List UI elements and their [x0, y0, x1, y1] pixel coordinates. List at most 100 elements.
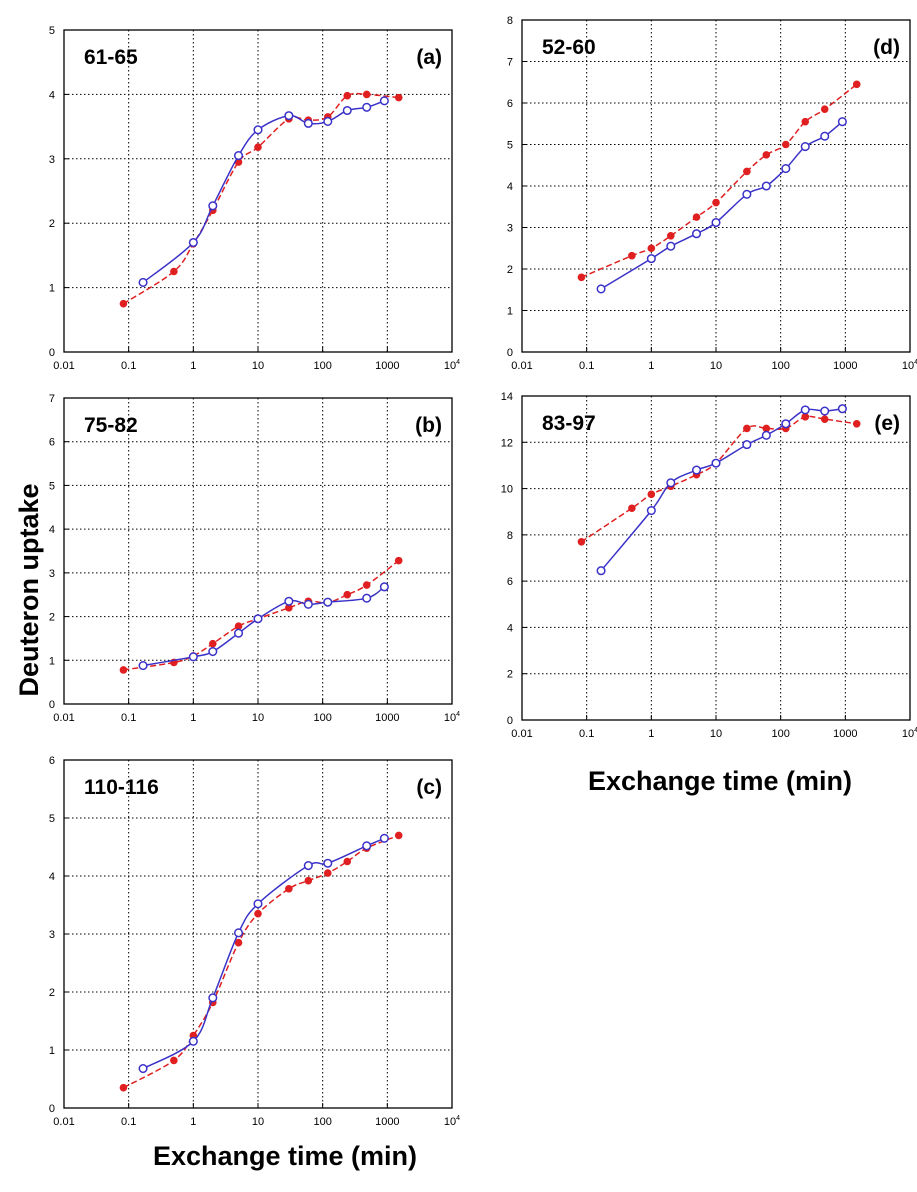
data-point-blue: [781, 419, 791, 429]
series-line-blue: [142, 100, 385, 283]
data-point-red: [170, 267, 178, 276]
plot-frame: [521, 19, 911, 353]
peptide-label: 83-97: [542, 412, 596, 435]
y-tick-label: 7: [49, 393, 55, 405]
x-tick-label: 100: [313, 1116, 331, 1128]
y-tick-label: 10: [501, 484, 513, 496]
data-point-red: [119, 1083, 128, 1092]
x-tick-label: 104: [902, 727, 917, 740]
peptide-label: 52-60: [542, 36, 596, 59]
panel-a: 0.01 0.1 1 10 100 1000 104 0 1 2 3 4 5 61-65 (a): [49, 25, 460, 372]
y-tick-label: 2: [507, 264, 513, 276]
data-point-red: [394, 831, 403, 840]
y-tick-label: 5: [507, 140, 513, 152]
x-tick-label: 100: [771, 728, 789, 740]
data-point-red: [820, 105, 829, 114]
data-point-blue: [188, 652, 198, 662]
series-line-blue: [600, 407, 843, 572]
panel-label: (a): [416, 46, 442, 69]
data-point-red: [285, 604, 293, 612]
data-point-red: [119, 666, 128, 674]
data-point-red: [254, 909, 262, 918]
x-tick-label: 1: [190, 1116, 196, 1128]
x-tick-label: 104: [444, 711, 460, 724]
data-point-red: [762, 424, 771, 433]
data-point-blue: [284, 596, 294, 606]
data-point-blue: [691, 229, 702, 239]
x-tick-label-exponent: 4: [914, 359, 917, 366]
x-tick-label: 10: [252, 712, 264, 724]
data-point-blue: [742, 440, 752, 450]
data-point-blue: [711, 458, 721, 468]
data-point-blue: [379, 833, 389, 843]
x-tick-label: 1000: [375, 360, 399, 372]
data-point-blue: [761, 181, 771, 191]
data-point-red: [343, 91, 352, 100]
data-point-blue: [138, 1064, 148, 1074]
x-tick-label: 1000: [375, 1116, 399, 1128]
panel-label: (c): [416, 776, 442, 799]
y-tick-label: 4: [49, 524, 55, 536]
y-tick-label: 1: [507, 306, 513, 318]
x-tick-label: 10: [252, 360, 264, 372]
series-line-blue: [142, 837, 385, 1070]
data-point-blue: [303, 118, 313, 128]
x-tick-label: 0.01: [53, 1116, 74, 1128]
data-point-red: [362, 90, 371, 99]
data-point-blue: [596, 284, 606, 294]
data-point-blue: [742, 189, 752, 199]
data-point-blue: [646, 506, 656, 516]
data-point-blue: [208, 646, 218, 657]
data-point-red: [781, 140, 790, 149]
data-point-red: [394, 556, 403, 565]
x-tick-label: 100: [313, 360, 331, 372]
peptide-label: 61-65: [84, 46, 138, 69]
y-tick-label: 5: [49, 480, 55, 492]
data-point-blue: [837, 117, 847, 127]
y-tick-label: 0: [507, 715, 513, 727]
y-tick-label: 8: [507, 15, 513, 27]
x-tick-label: 0.1: [579, 360, 594, 372]
x-tick-label: 1000: [375, 712, 399, 724]
x-tick-label-exponent: 4: [456, 1115, 460, 1122]
y-tick-label: 0: [49, 347, 55, 359]
x-tick-label: 0.1: [121, 1116, 136, 1128]
data-point-blue: [323, 858, 333, 868]
panel-label: (d): [873, 36, 900, 59]
data-point-red: [170, 1056, 178, 1065]
x-tick-label-exponent: 4: [456, 359, 460, 366]
peptide-label: 75-82: [84, 414, 138, 437]
x-tick-label: 100: [313, 712, 331, 724]
y-tick-label: 3: [49, 929, 55, 941]
data-point-red: [285, 884, 293, 893]
data-point-blue: [233, 628, 244, 638]
data-point-blue: [761, 430, 771, 440]
x-tick-label: 0.1: [121, 360, 136, 372]
data-point-red: [762, 151, 771, 159]
series-line-red: [580, 415, 857, 543]
data-point-blue: [800, 142, 810, 152]
data-point-red: [119, 299, 128, 308]
y-tick-label: 2: [49, 612, 55, 624]
data-point-blue: [342, 105, 352, 116]
y-tick-label: 3: [507, 223, 513, 235]
y-tick-label: 2: [49, 218, 55, 230]
data-point-red: [628, 504, 636, 513]
data-point-red: [820, 415, 829, 423]
x-tick-label: 104: [902, 359, 917, 372]
y-tick-label: 1: [49, 283, 55, 295]
panel-b: 0.01 0.1 1 10 100 1000 104 0 1 2 3 4 5 6 7 75-82 (b): [49, 393, 460, 724]
data-point-red: [208, 639, 217, 648]
data-point-blue: [208, 993, 218, 1003]
data-point-red: [743, 424, 751, 433]
data-point-red: [647, 244, 656, 253]
panel-label: (b): [415, 414, 442, 437]
y-tick-label: 0: [49, 1103, 55, 1115]
data-point-red: [692, 213, 701, 221]
data-point-blue: [646, 254, 656, 264]
x-tick-label: 10: [252, 1116, 264, 1128]
x-tick-label: 0.01: [53, 360, 74, 372]
x-tick-label: 104: [444, 1115, 460, 1128]
panel-c: 0.01 0.1 1 10 100 1000 104 0 1 2 3 4 5 6 110-116 (c): [49, 755, 460, 1128]
data-point-blue: [781, 164, 791, 174]
